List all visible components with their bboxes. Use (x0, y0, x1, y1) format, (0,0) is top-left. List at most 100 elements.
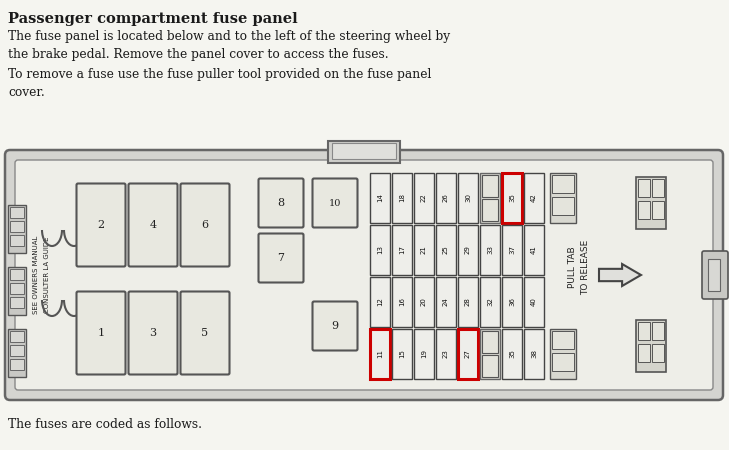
Text: 6: 6 (201, 220, 208, 230)
FancyBboxPatch shape (77, 292, 125, 374)
Text: 10: 10 (329, 198, 341, 207)
Bar (370, 225, 390, 275)
Text: 4: 4 (149, 220, 157, 230)
FancyBboxPatch shape (181, 184, 230, 266)
Bar (8, 205, 26, 253)
Bar (524, 225, 544, 275)
Bar (482, 331, 498, 353)
Bar (652, 344, 664, 362)
FancyBboxPatch shape (128, 292, 177, 374)
Bar (482, 355, 498, 377)
Text: 20: 20 (421, 297, 427, 306)
Text: CONSULTER LA GUIDE: CONSULTER LA GUIDE (44, 237, 50, 313)
Text: 37: 37 (509, 246, 515, 255)
Bar (482, 199, 498, 221)
Text: The fuse panel is located below and to the left of the steering wheel by
the bra: The fuse panel is located below and to t… (8, 30, 450, 61)
Bar (10, 359, 24, 370)
Text: 14: 14 (377, 194, 383, 202)
Text: 38: 38 (531, 350, 537, 359)
Bar (392, 173, 412, 223)
Text: 23: 23 (443, 350, 449, 359)
Text: 36: 36 (509, 297, 515, 306)
Bar (8, 329, 26, 377)
Bar (436, 225, 456, 275)
FancyBboxPatch shape (313, 302, 357, 351)
Polygon shape (599, 264, 641, 286)
FancyBboxPatch shape (259, 234, 303, 283)
Bar (638, 179, 650, 197)
Bar (636, 177, 666, 229)
Bar (414, 225, 434, 275)
Bar (436, 329, 456, 379)
Text: 15: 15 (399, 350, 405, 359)
Bar (370, 329, 390, 379)
Bar (10, 283, 24, 294)
Bar (652, 201, 664, 219)
Bar (480, 225, 500, 275)
Bar (502, 173, 522, 223)
Bar (502, 225, 522, 275)
Bar (550, 173, 576, 223)
Text: 35: 35 (509, 350, 515, 359)
Text: 2: 2 (98, 220, 104, 230)
Text: 41: 41 (531, 246, 537, 254)
Text: 30: 30 (465, 194, 471, 202)
FancyBboxPatch shape (702, 251, 728, 299)
Text: Passenger compartment fuse panel: Passenger compartment fuse panel (8, 12, 297, 26)
FancyBboxPatch shape (5, 150, 723, 400)
Text: 13: 13 (377, 246, 383, 255)
Bar (436, 277, 456, 327)
Text: 29: 29 (465, 246, 471, 254)
Bar (524, 277, 544, 327)
FancyBboxPatch shape (77, 184, 125, 266)
Bar (480, 173, 500, 223)
Text: 21: 21 (421, 246, 427, 254)
Bar (414, 173, 434, 223)
Bar (636, 320, 666, 372)
Text: 40: 40 (531, 297, 537, 306)
Text: 28: 28 (465, 297, 471, 306)
Text: 42: 42 (531, 194, 537, 202)
Bar (392, 329, 412, 379)
Text: 18: 18 (399, 194, 405, 202)
Bar (392, 225, 412, 275)
Bar (638, 322, 650, 340)
Bar (370, 173, 390, 223)
Bar (458, 277, 478, 327)
Bar (502, 329, 522, 379)
Bar (458, 173, 478, 223)
Text: To remove a fuse use the fuse puller tool provided on the fuse panel
cover.: To remove a fuse use the fuse puller too… (8, 68, 432, 99)
Text: 19: 19 (421, 350, 427, 359)
Text: 33: 33 (487, 246, 493, 255)
Bar (638, 201, 650, 219)
Bar (436, 173, 456, 223)
Bar (332, 143, 396, 159)
Bar (458, 329, 478, 379)
Bar (708, 259, 720, 291)
Bar (10, 331, 24, 342)
Bar (552, 331, 574, 349)
Text: 12: 12 (377, 297, 383, 306)
Text: SEE OWNERS MANUAL: SEE OWNERS MANUAL (33, 236, 39, 314)
Text: PULL TAB: PULL TAB (569, 246, 577, 288)
Bar (392, 277, 412, 327)
Bar (652, 322, 664, 340)
Text: 32: 32 (487, 297, 493, 306)
Text: 22: 22 (421, 194, 427, 202)
Bar (414, 277, 434, 327)
Bar (10, 207, 24, 218)
Text: 3: 3 (149, 328, 157, 338)
Text: 35: 35 (509, 194, 515, 202)
Bar (10, 297, 24, 308)
Bar (10, 235, 24, 246)
Bar (480, 329, 500, 379)
Bar (10, 269, 24, 280)
Text: 11: 11 (377, 350, 383, 359)
Bar (552, 353, 574, 371)
Bar (328, 141, 400, 163)
Bar (414, 329, 434, 379)
Bar (524, 173, 544, 223)
Bar (458, 225, 478, 275)
Text: 16: 16 (399, 297, 405, 306)
Bar (552, 175, 574, 193)
